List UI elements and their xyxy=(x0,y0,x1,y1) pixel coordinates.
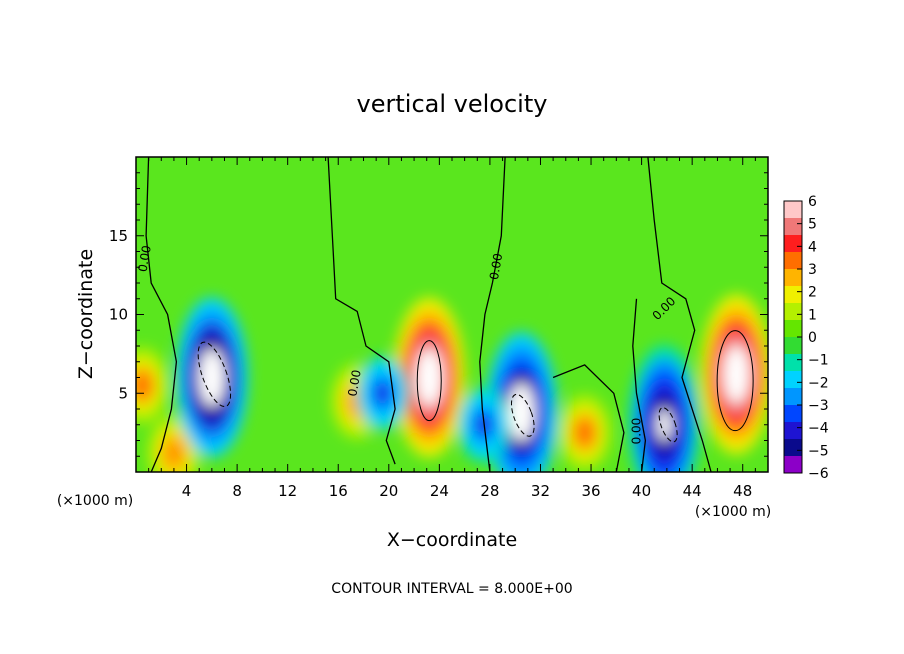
colorbar-label: −3 xyxy=(808,398,829,414)
downdraft-core-7-5 xyxy=(514,396,529,429)
x-tick-label: 20 xyxy=(379,482,398,500)
negative-contour xyxy=(197,341,232,408)
colorbar-swatch xyxy=(784,218,802,236)
positive-contour xyxy=(716,330,754,432)
x-tick-label: 24 xyxy=(430,482,449,500)
colorbar-label: −5 xyxy=(808,443,829,459)
colorbar-label: 1 xyxy=(808,307,817,323)
contour-label: 0.00 xyxy=(345,369,363,398)
x-tick-label: 44 xyxy=(683,482,702,500)
colorbar-swatch xyxy=(784,456,802,474)
contour-interval-note: CONTOUR INTERVAL = 8.000E+00 xyxy=(331,581,572,597)
colorbar-swatch xyxy=(784,269,802,287)
contour-label: 0.00 xyxy=(135,244,153,273)
x-tick-label: 32 xyxy=(531,482,550,500)
downdraft-core-9-5 xyxy=(377,385,388,401)
colorbar-label: 3 xyxy=(808,262,817,278)
updraft-core-4-5 xyxy=(579,425,590,441)
x-tick-label: 12 xyxy=(278,482,297,500)
zero-contour-line xyxy=(145,157,178,472)
colorbar-swatch xyxy=(784,252,802,270)
x-unit-label-left: (×1000 m) xyxy=(57,493,133,509)
colorbar-label: 6 xyxy=(808,194,817,210)
colorbar-label: 2 xyxy=(808,285,817,301)
zero-contours: 0.00 0.000.000.000.00 xyxy=(135,157,754,472)
x-tick-label: 48 xyxy=(733,482,752,500)
colorbar-label: −1 xyxy=(808,353,829,369)
negative-contour xyxy=(510,393,535,437)
contour-label: 0.00 xyxy=(629,418,643,445)
y-ticks: 5 10 15 xyxy=(109,172,768,457)
x-tick-label: 16 xyxy=(329,482,348,500)
colorbar-swatch xyxy=(784,235,802,253)
updraft-core-5-5 xyxy=(168,445,180,461)
x-tick-label: 8 xyxy=(232,482,242,500)
updraft-core-0-5 xyxy=(422,361,437,394)
y-tick-label: 5 xyxy=(118,384,128,402)
contour-label: 0.00 xyxy=(487,252,505,281)
colorbar-swatch xyxy=(784,320,802,338)
x-ticks: 4 8 12 16 20 24 28 32 36 40 44 48 xyxy=(148,157,756,500)
colorbar-label: −4 xyxy=(808,421,829,437)
y-tick-label: 10 xyxy=(109,306,128,324)
negative-contour xyxy=(658,407,678,443)
updraft-core-2-5 xyxy=(137,377,148,393)
chart-title: vertical velocity xyxy=(357,90,548,118)
colorbar-label: 4 xyxy=(808,239,817,255)
colorbar-swatch xyxy=(784,354,802,372)
downdraft-core-6-5 xyxy=(204,361,220,394)
colorbar-swatch xyxy=(784,303,802,321)
colorbar-label: −6 xyxy=(808,466,829,482)
downdraft-core-8-5 xyxy=(657,408,672,441)
colorbar: 6 5 4 3 2 1 0 −1 −2 −3 −4 −5 −6 xyxy=(783,194,829,482)
colorbar-swatch xyxy=(784,388,802,406)
colorbar-swatch xyxy=(784,286,802,304)
x-tick-label: 36 xyxy=(581,482,600,500)
colorbar-swatch xyxy=(784,201,802,219)
y-tick-label: 15 xyxy=(109,227,128,245)
colorbar-swatch xyxy=(784,337,802,355)
colorbar-swatch xyxy=(784,422,802,440)
zero-contour-line xyxy=(327,157,396,465)
x-unit-label-right: (×1000 m) xyxy=(695,504,771,520)
colorbar-label: −2 xyxy=(808,375,829,391)
x-tick-label: 28 xyxy=(480,482,499,500)
updraft-core-1-5 xyxy=(729,358,744,391)
colorbar-swatch xyxy=(784,405,802,423)
x-axis-label: X−coordinate xyxy=(387,529,517,551)
zero-contour-line xyxy=(647,157,712,472)
colorbar-label: 5 xyxy=(808,217,817,233)
x-tick-label: 40 xyxy=(632,482,651,500)
positive-contour xyxy=(416,340,442,422)
plot-area: 0.00 0.000.000.000.00 4 8 12 16 20 24 28 32 36 40 4… xyxy=(109,156,769,500)
zero-contour-line xyxy=(479,157,506,472)
y-axis-label: Z−coordinate xyxy=(75,249,97,379)
colorbar-swatch xyxy=(784,371,802,389)
colorbar-label: 0 xyxy=(808,330,817,346)
colorbar-swatch xyxy=(784,439,802,457)
zero-contour-line xyxy=(632,298,647,472)
x-tick-label: 4 xyxy=(182,482,192,500)
zero-contour-line xyxy=(552,364,625,472)
